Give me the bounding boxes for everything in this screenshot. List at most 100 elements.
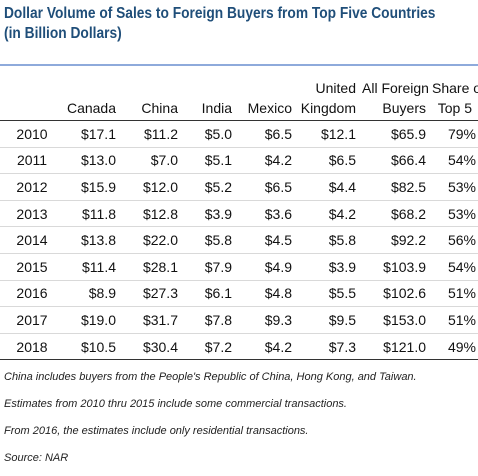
- chart-subtitle: (in Billion Dollars): [4, 25, 122, 42]
- column-header-line: [184, 78, 232, 98]
- value-cell: $8.9: [64, 280, 122, 308]
- value-cell: $5.2: [184, 173, 238, 201]
- year-cell: 2016: [0, 280, 64, 308]
- value-cell: $12.8: [122, 200, 184, 228]
- table-row: 2018 $10.5 $30.4 $7.2 $4.2 $7.3 $121.0 49%: [0, 333, 478, 361]
- value-cell: $3.9: [298, 253, 362, 281]
- value-cell: $28.1: [122, 253, 184, 281]
- column-header-line: [64, 78, 116, 98]
- column-header-line: [122, 78, 178, 98]
- note-commercial: Estimates from 2010 thru 2015 include so…: [4, 398, 347, 410]
- value-cell: $4.8: [238, 280, 298, 308]
- column-header-line: Canada: [66, 100, 116, 116]
- column-header-line: Top 5: [437, 100, 472, 116]
- note-china: China includes buyers from the People's …: [4, 371, 417, 383]
- year-cell: 2012: [0, 173, 64, 201]
- value-cell: $6.1: [184, 280, 238, 308]
- value-cell: $9.3: [238, 306, 298, 334]
- value-cell: $30.4: [122, 333, 184, 361]
- share-cell: 51%: [432, 280, 478, 308]
- table-row: 2017 $19.0 $31.7 $7.8 $9.3 $9.5 $153.0 51%: [0, 306, 478, 334]
- value-cell: $4.2: [298, 200, 362, 228]
- value-cell: $13.8: [64, 226, 122, 254]
- year-cell: 2017: [0, 306, 64, 334]
- column-header-6: All Foreign Buyers: [362, 78, 432, 121]
- share-cell: 56%: [432, 226, 478, 254]
- note-residential: From 2016, the estimates include only re…: [4, 425, 309, 437]
- value-cell: $7.0: [122, 147, 184, 175]
- value-cell: $4.4: [298, 173, 362, 201]
- value-cell: $68.2: [362, 200, 432, 228]
- column-header-1: Canada: [64, 78, 122, 121]
- share-cell: 79%: [432, 120, 478, 148]
- value-cell: $7.2: [184, 333, 238, 361]
- chart-title-block: Dollar Volume of Sales to Foreign Buyers…: [4, 4, 436, 44]
- value-cell: $7.8: [184, 306, 238, 334]
- year-cell: 2010: [0, 120, 64, 148]
- share-cell: 54%: [432, 147, 478, 175]
- year-cell: 2018: [0, 333, 64, 361]
- year-cell: 2015: [0, 253, 64, 281]
- value-cell: $13.0: [64, 147, 122, 175]
- sales-table: Canada China India Mexico United Kingdom All F…: [0, 78, 478, 361]
- year-cell: 2011: [0, 147, 64, 175]
- value-cell: $121.0: [362, 333, 432, 361]
- value-cell: $3.6: [238, 200, 298, 228]
- table-row: 2016 $8.9 $27.3 $6.1 $4.8 $5.5 $102.6 51%: [0, 280, 478, 308]
- column-header-0: [0, 78, 64, 121]
- column-header-4: Mexico: [238, 78, 298, 121]
- table-row: 2015 $11.4 $28.1 $7.9 $4.9 $3.9 $103.9 54%: [0, 253, 478, 281]
- value-cell: $4.5: [238, 226, 298, 254]
- value-cell: $5.8: [298, 226, 362, 254]
- value-cell: $10.5: [64, 333, 122, 361]
- column-header-line: [0, 78, 58, 98]
- column-header-line: [238, 78, 292, 98]
- column-header-2: China: [122, 78, 184, 121]
- value-cell: $7.3: [298, 333, 362, 361]
- value-cell: $82.5: [362, 173, 432, 201]
- share-cell: 51%: [432, 306, 478, 334]
- column-header-line: Buyers: [382, 100, 426, 116]
- value-cell: $5.8: [184, 226, 238, 254]
- value-cell: $66.4: [362, 147, 432, 175]
- column-header-line: China: [141, 100, 178, 116]
- value-cell: $5.5: [298, 280, 362, 308]
- table-body: 2010 $17.1 $11.2 $5.0 $6.5 $12.1 $65.9 79% 2011 $…: [0, 120, 478, 361]
- value-cell: $4.2: [238, 147, 298, 175]
- share-cell: 49%: [432, 333, 478, 361]
- table-row: 2012 $15.9 $12.0 $5.2 $6.5 $4.4 $82.5 53%: [0, 173, 478, 201]
- column-header-line: Share of: [432, 80, 478, 96]
- value-cell: $11.4: [64, 253, 122, 281]
- column-header-line: India: [201, 100, 232, 116]
- value-cell: $6.5: [238, 120, 298, 148]
- column-header-line: All Foreign: [362, 80, 429, 96]
- title-divider: [0, 64, 478, 66]
- value-cell: $102.6: [362, 280, 432, 308]
- value-cell: $65.9: [362, 120, 432, 148]
- value-cell: $12.0: [122, 173, 184, 201]
- value-cell: $9.5: [298, 306, 362, 334]
- chart-title: Dollar Volume of Sales to Foreign Buyers…: [4, 5, 436, 22]
- value-cell: $3.9: [184, 200, 238, 228]
- share-cell: 53%: [432, 200, 478, 228]
- notes-block: China includes buyers from the People's …: [4, 368, 474, 476]
- value-cell: $31.7: [122, 306, 184, 334]
- value-cell: $15.9: [64, 173, 122, 201]
- share-cell: 54%: [432, 253, 478, 281]
- column-header-line: Mexico: [247, 100, 292, 116]
- table-header-row: Canada China India Mexico United Kingdom All F…: [0, 78, 478, 121]
- value-cell: $4.2: [238, 333, 298, 361]
- value-cell: $17.1: [64, 120, 122, 148]
- value-cell: $12.1: [298, 120, 362, 148]
- table-row: 2014 $13.8 $22.0 $5.8 $4.5 $5.8 $92.2 56%: [0, 226, 478, 254]
- value-cell: $22.0: [122, 226, 184, 254]
- year-cell: 2013: [0, 200, 64, 228]
- table-row: 2010 $17.1 $11.2 $5.0 $6.5 $12.1 $65.9 79%: [0, 120, 478, 148]
- value-cell: $6.5: [298, 147, 362, 175]
- value-cell: $11.8: [64, 200, 122, 228]
- value-cell: $19.0: [64, 306, 122, 334]
- value-cell: $4.9: [238, 253, 298, 281]
- value-cell: $5.1: [184, 147, 238, 175]
- value-cell: $6.5: [238, 173, 298, 201]
- column-header-7: Share of Top 5: [432, 78, 478, 121]
